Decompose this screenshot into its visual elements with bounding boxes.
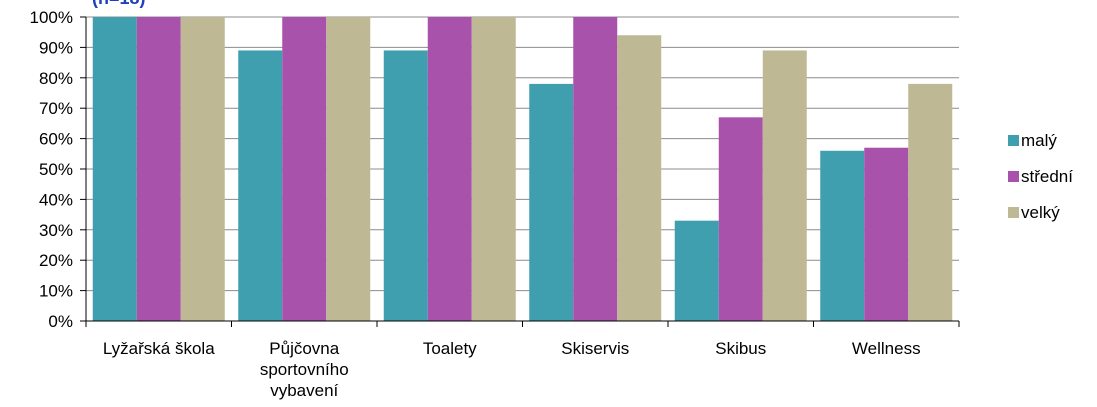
x-tick-label: Skiservis	[561, 339, 629, 358]
x-tick-label-line: Skiservis	[561, 339, 629, 358]
bar	[238, 50, 283, 321]
bar	[529, 83, 574, 321]
legend-label: velký	[1021, 203, 1060, 222]
y-tick-label: 60%	[39, 130, 73, 149]
x-tick-label: Toalety	[423, 339, 477, 358]
x-tick-label-line: Skibus	[715, 339, 766, 358]
bar	[573, 17, 618, 321]
bar	[820, 150, 865, 321]
x-tick-labels: Lyžařská škola Půjčovna sportovního vybaven…	[103, 339, 921, 400]
bar	[908, 83, 953, 321]
y-tick-label: 0%	[48, 312, 73, 331]
x-tick-label: Skibus	[715, 339, 766, 358]
x-tick-label-line: vybavení	[270, 381, 338, 400]
y-tick-label: 100%	[30, 8, 73, 27]
y-tick-label: 50%	[39, 160, 73, 179]
x-tick-label: Půjčovna sportovního vybavení	[260, 339, 349, 400]
bar	[427, 17, 472, 321]
y-tick-label: 20%	[39, 251, 73, 270]
y-tick-label: 70%	[39, 99, 73, 118]
axes	[80, 16, 960, 327]
y-tick-label: 10%	[39, 282, 73, 301]
legend-swatch	[1008, 171, 1019, 182]
bars	[92, 17, 953, 322]
chart-title: (n=18)	[92, 0, 146, 8]
bar	[383, 50, 428, 321]
x-tick-label-line: Toalety	[423, 339, 477, 358]
y-tick-labels: 0% 10% 20% 30% 40% 50% 60% 70% 80% 90% 100%	[30, 8, 73, 331]
bar	[92, 17, 137, 321]
bar	[762, 50, 807, 321]
bar	[282, 17, 327, 321]
bar	[471, 17, 516, 321]
legend-label: střední	[1021, 167, 1073, 186]
y-tick-label: 90%	[39, 38, 73, 57]
legend-label: malý	[1021, 131, 1057, 150]
legend-swatch	[1008, 135, 1019, 146]
y-tick-label: 30%	[39, 221, 73, 240]
legend-swatch	[1008, 207, 1019, 218]
grid-lines	[86, 16, 959, 292]
bar	[180, 17, 225, 321]
bar	[617, 35, 662, 322]
y-tick-label: 40%	[39, 190, 73, 209]
bar	[674, 220, 719, 321]
y-tick-label: 80%	[39, 69, 73, 88]
bar	[326, 17, 371, 321]
x-tick-label-line: Wellness	[852, 339, 921, 358]
x-tick-label-line: Půjčovna	[269, 339, 339, 358]
x-tick-label-line: Lyžařská škola	[103, 339, 215, 358]
bar	[864, 147, 909, 321]
legend: malý střední velký	[1008, 131, 1073, 222]
x-tick-label-line: sportovního	[260, 360, 349, 379]
bar	[718, 117, 763, 321]
bar	[136, 17, 181, 321]
x-tick-label: Lyžařská škola	[103, 339, 215, 358]
x-tick-label: Wellness	[852, 339, 921, 358]
